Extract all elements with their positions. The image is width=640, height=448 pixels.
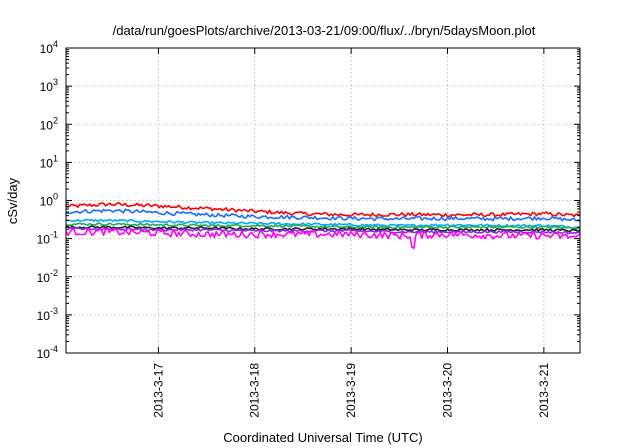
x-tick-label: 2013-3-19 — [344, 363, 358, 418]
y-tick-base: 10 — [37, 309, 51, 323]
series-line — [65, 208, 581, 223]
y-tick-exponent: -2 — [50, 268, 58, 278]
y-tick-label: 10-2 — [37, 268, 58, 285]
series-layer — [65, 202, 581, 249]
y-tick-base: 10 — [37, 233, 51, 247]
series-line — [65, 218, 581, 229]
y-tick-exponent: 0 — [53, 192, 58, 202]
y-tick-label: 104 — [40, 39, 58, 56]
y-tick-base: 10 — [37, 271, 51, 285]
chart-title: /data/run/goesPlots/archive/2013-03-21/0… — [113, 23, 536, 38]
y-tick-base: 10 — [40, 42, 54, 56]
y-tick-exponent: 2 — [53, 115, 58, 125]
x-tick-label: 2013-3-17 — [151, 363, 165, 418]
y-tick-label: 10-4 — [37, 344, 58, 361]
y-tick-base: 10 — [37, 347, 51, 361]
y-tick-exponent: -1 — [50, 230, 58, 240]
y-tick-exponent: 4 — [53, 39, 58, 49]
y-tick-label: 100 — [40, 192, 58, 209]
series-line — [65, 202, 581, 218]
x-tick-label: 2013-3-18 — [248, 363, 262, 418]
series-line — [65, 227, 581, 235]
y-tick-exponent: 3 — [53, 77, 58, 87]
y-tick-base: 10 — [40, 80, 54, 94]
y-tick-base: 10 — [40, 118, 54, 132]
y-tick-exponent: -3 — [50, 306, 58, 316]
x-tick-label: 2013-3-20 — [440, 363, 454, 418]
y-tick-label: 10-3 — [37, 306, 58, 323]
y-tick-exponent: -4 — [50, 344, 58, 354]
y-tick-label: 103 — [40, 77, 58, 94]
grid — [66, 48, 580, 353]
y-tick-label: 101 — [40, 153, 58, 170]
ticks: 10410310210110010-110-210-310-42013-3-17… — [37, 39, 580, 418]
y-tick-base: 10 — [40, 195, 54, 209]
y-axis-label: cSv/day — [5, 177, 20, 224]
y-tick-base: 10 — [40, 156, 54, 170]
series-line — [65, 222, 581, 230]
x-axis-label: Coordinated Universal Time (UTC) — [223, 430, 422, 445]
y-tick-label: 102 — [40, 115, 58, 132]
x-tick-label: 2013-3-21 — [537, 363, 551, 418]
series-line — [65, 227, 581, 249]
y-tick-label: 10-1 — [37, 230, 58, 247]
y-tick-exponent: 1 — [53, 153, 58, 163]
